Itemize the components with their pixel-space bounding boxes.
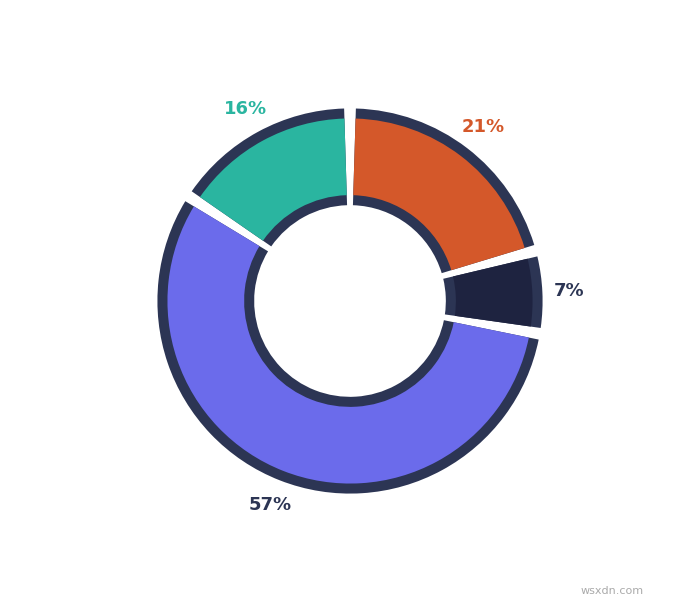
Text: 16%: 16% [224, 99, 267, 117]
Text: 7%: 7% [554, 282, 584, 300]
Wedge shape [353, 108, 534, 273]
Wedge shape [167, 206, 528, 483]
Text: 21%: 21% [461, 118, 505, 136]
Text: 57%: 57% [248, 496, 292, 514]
Wedge shape [192, 108, 347, 246]
Wedge shape [200, 119, 346, 241]
Wedge shape [453, 259, 533, 326]
Wedge shape [443, 256, 542, 328]
Wedge shape [158, 201, 539, 494]
Wedge shape [354, 119, 525, 270]
Text: wsxdn.com: wsxdn.com [581, 586, 644, 596]
